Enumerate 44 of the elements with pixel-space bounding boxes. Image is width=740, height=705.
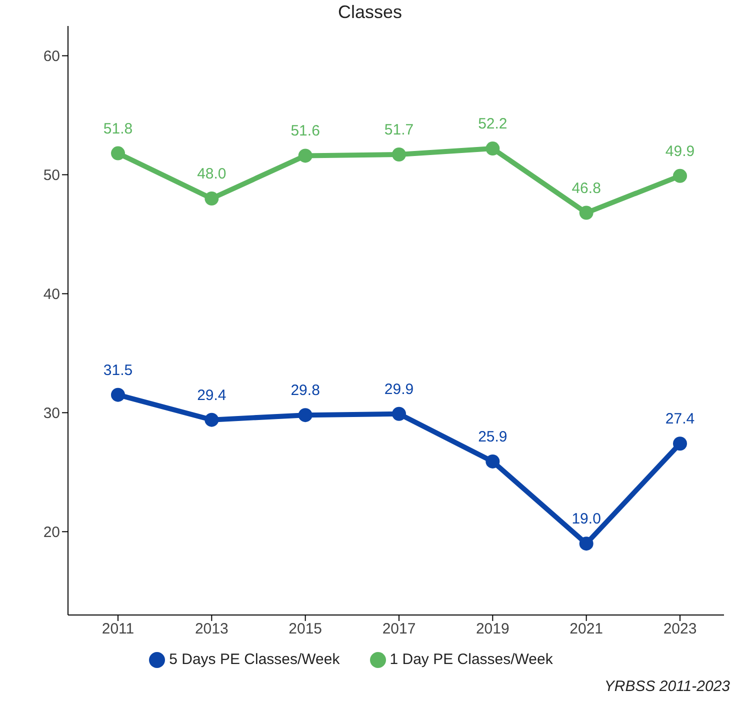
y-tick-label: 50 [43,167,60,184]
x-tick-label: 2013 [194,620,228,638]
data-label: 19.0 [572,510,601,528]
y-tick-label: 30 [43,405,60,422]
point [486,454,500,468]
x-tick-label: 2011 [102,620,134,638]
x-tick-label: 2019 [476,620,510,638]
data-label: 51.6 [290,122,320,140]
point [392,406,406,421]
data-label: 31.5 [103,362,133,379]
data-label: 29.4 [197,386,226,404]
y-tick-label: 40 [43,286,60,304]
x-tick-label: 2021 [570,620,604,638]
data-label: 52.2 [478,116,508,133]
x-tick-label: 2017 [382,620,416,638]
point [298,408,312,422]
x-tick-label: 2023 [663,620,697,638]
point [673,436,687,451]
point [579,536,594,551]
legend-label: 1 Day PE Classes/Week [390,650,553,668]
y-tick-label: 20 [43,524,60,542]
y-tick-label: 60 [43,48,60,66]
point [204,412,219,427]
data-label: 49.9 [665,142,695,160]
data-label: 46.8 [572,180,601,197]
text: YRBSS 2011-2023 [604,678,730,695]
point [204,192,219,206]
point [298,148,312,163]
point [392,148,406,162]
x-tick-label: 2015 [288,620,322,638]
data-label: 51.8 [103,120,133,138]
data-label: 29.8 [290,382,320,400]
data-label: 27.4 [665,410,695,428]
data-label: 48.0 [197,166,226,183]
data-label: 51.7 [384,122,414,138]
point [579,206,594,220]
point [486,142,500,156]
point [111,388,125,402]
chart-title: Classes [336,2,404,23]
data-label: 25.9 [478,428,508,446]
point [111,146,125,160]
data-label: 29.9 [384,380,414,398]
point [673,168,687,183]
legend-label: 5 Days PE Classes/Week [169,650,340,668]
